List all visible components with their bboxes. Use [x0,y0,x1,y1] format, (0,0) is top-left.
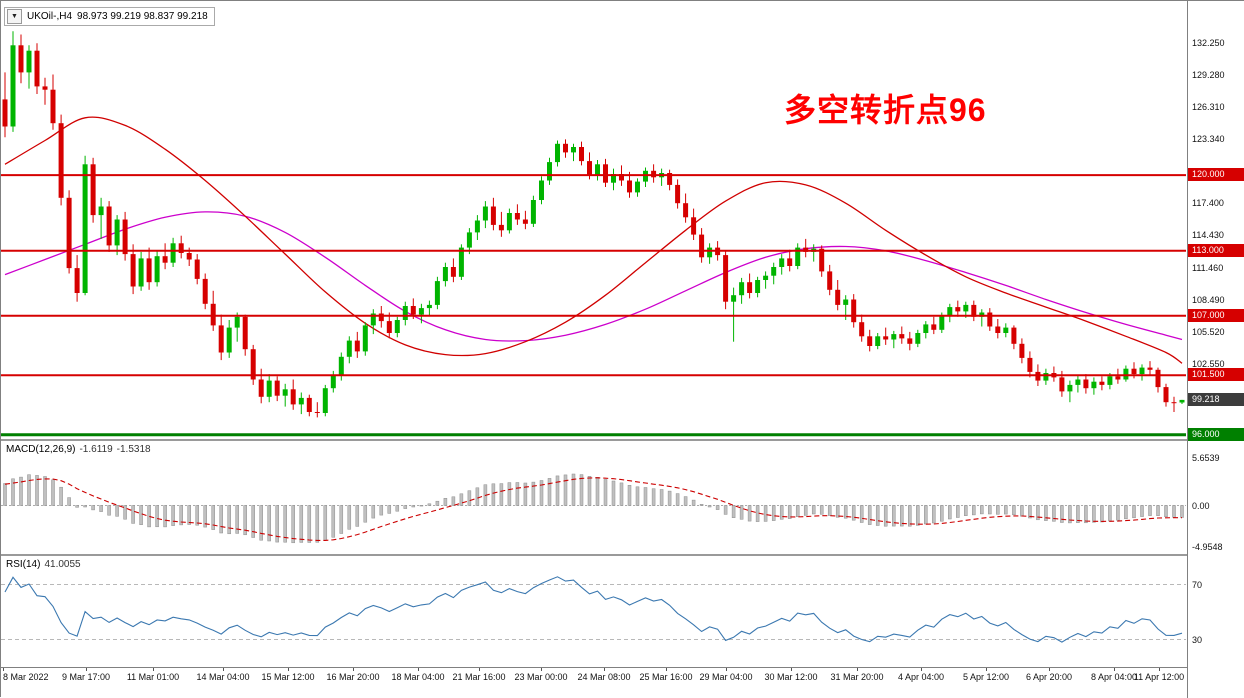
panel-divider-1[interactable] [1,439,1244,441]
time-axis-tick [288,668,289,671]
time-axis-label: 18 Mar 04:00 [391,672,445,682]
time-axis-label: 11 Apr 12:00 [1133,672,1185,682]
ohlc-values-label: 98.973 99.219 98.837 99.218 [77,11,208,22]
hline-price-badge: 113.000 [1188,243,1244,257]
time-axis-tick [666,668,667,671]
annotation-text[interactable]: 多空转折点96 [784,92,987,128]
price-axis-label: 102.550 [1192,358,1225,369]
rsi-value: 41.0055 [44,559,81,570]
price-axis-label: 123.340 [1192,134,1225,144]
time-axis-tick [986,668,987,671]
time-axis-tick [791,668,792,671]
macd-axis-label: 0.00 [1192,500,1210,511]
time-axis-label: 31 Mar 20:00 [830,672,884,682]
time-axis-tick [726,668,727,671]
chart-legend: ▼ UKOil-,H4 98.973 99.219 98.837 99.218 [4,7,215,26]
macd-label: MACD(12,26,9) -1.6119 -1.5318 [6,444,151,455]
time-axis-tick [223,668,224,671]
hline-price-badge: 101.500 [1188,368,1244,382]
time-axis-label: 29 Mar 04:00 [699,672,753,682]
time-axis-tick [353,668,354,671]
price-chart-panel[interactable]: ▼ UKOil-,H4 98.973 99.219 98.837 99.218 … [1,1,1187,439]
price-axis-label: 108.490 [1192,294,1225,305]
time-axis-tick [1049,668,1050,671]
time-axis-tick [541,668,542,671]
time-axis-label: 23 Mar 00:00 [514,672,568,682]
time-axis-label: 8 Apr 04:00 [1090,672,1138,682]
macd-main-value: -1.6119 [79,444,113,455]
time-axis-label: 5 Apr 12:00 [962,672,1010,682]
macd-axis-label: 5.6539 [1192,453,1220,464]
current-price-badge: 99.218 [1188,392,1244,406]
one-click-trading-button[interactable]: ▼ [7,9,22,24]
price-axis-label: 129.280 [1192,69,1225,80]
time-axis-tick [857,668,858,671]
time-axis-label: 30 Mar 12:00 [764,672,818,682]
price-axis-label: 114.430 [1192,230,1224,241]
time-axis-tick [479,668,480,671]
time-axis-tick [86,668,87,671]
price-axis-label: 105.520 [1192,326,1225,337]
macd-panel[interactable]: MACD(12,26,9) -1.6119 -1.5318 [1,442,1187,554]
macd-axis-label: -4.9548 [1192,541,1223,552]
time-axis-tick [1159,668,1160,671]
price-axis-label: 132.250 [1192,37,1225,48]
hline-price-badge: 107.000 [1188,308,1244,322]
price-axis[interactable]: 132.250 129.280 126.310 123.340 117.400 114.4… [1187,1,1244,698]
time-axis-label: 16 Mar 20:00 [326,672,380,682]
rsi-axis-label: 30 [1192,634,1203,645]
time-axis-label: 6 Apr 20:00 [1025,672,1073,682]
time-axis-label: 24 Mar 08:00 [577,672,631,682]
rsi-label: RSI(14) 41.0055 [6,559,81,570]
time-axis-tick [921,668,922,671]
rsi-axis-label: 70 [1192,579,1203,590]
time-axis-label: 8 Mar 2022 [3,672,49,682]
symbol-timeframe-label: UKOil-,H4 [27,11,73,22]
price-chart-canvas[interactable] [1,1,1186,439]
chevron-down-icon: ▼ [11,13,18,20]
price-axis-label: 126.310 [1192,101,1225,112]
time-axis-label: 9 Mar 17:00 [61,672,111,682]
time-axis-label: 11 Mar 01:00 [126,672,180,682]
macd-indicator-name: MACD(12,26,9) [6,444,76,455]
time-axis-tick [604,668,605,671]
rsi-canvas[interactable] [1,557,1186,667]
price-axis-label: 111.460 [1192,262,1224,273]
rsi-indicator-name: RSI(14) [6,559,41,570]
macd-signal-value: -1.5318 [116,444,151,455]
time-axis-label: 21 Mar 16:00 [452,672,506,682]
time-axis-tick [3,668,4,671]
time-axis-label: 4 Apr 04:00 [897,672,945,682]
time-axis[interactable]: 8 Mar 2022 9 Mar 17:00 11 Mar 01:00 14 Mar … [1,668,1244,698]
hline-price-badge: 120.000 [1188,168,1244,182]
support-price-badge: 96.000 [1188,427,1244,441]
time-axis-tick [153,668,154,671]
price-axis-label: 117.400 [1192,198,1224,209]
macd-canvas[interactable] [1,442,1186,554]
time-axis-label: 25 Mar 16:00 [639,672,693,682]
time-axis-label: 14 Mar 04:00 [196,672,250,682]
time-axis-label: 15 Mar 12:00 [261,672,315,682]
time-axis-tick [418,668,419,671]
panel-divider-2[interactable] [1,554,1244,556]
panel-divider-3[interactable] [1,667,1244,668]
time-axis-tick [1114,668,1115,671]
rsi-panel[interactable]: RSI(14) 41.0055 [1,557,1187,667]
